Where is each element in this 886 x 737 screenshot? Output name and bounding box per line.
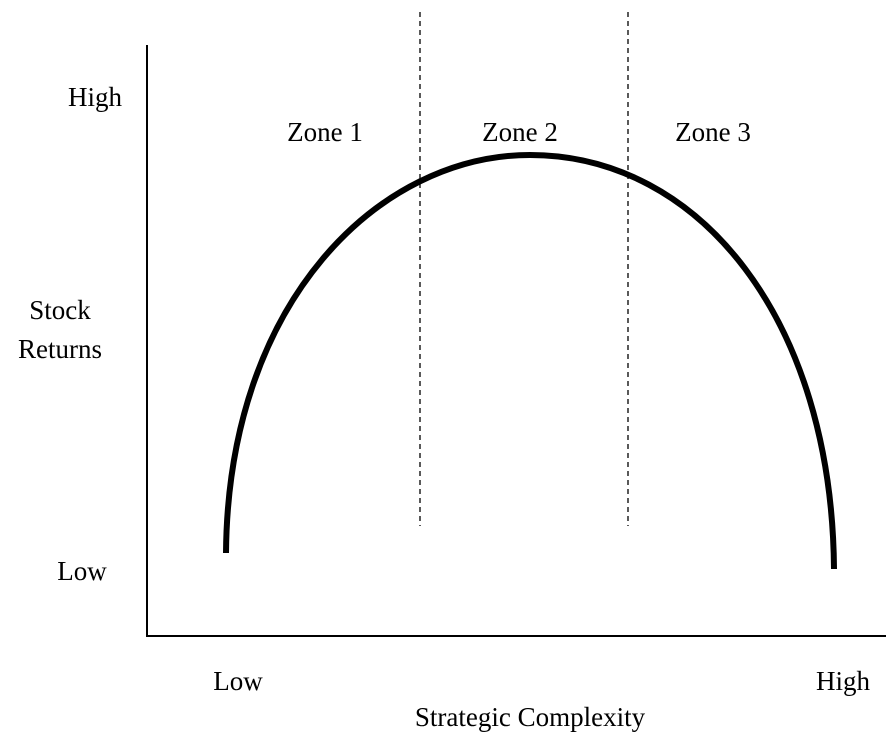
y-low-label: Low bbox=[57, 556, 107, 586]
x-high-label: High bbox=[816, 666, 871, 696]
x-low-label: Low bbox=[213, 666, 263, 696]
x-axis-label: Strategic Complexity bbox=[415, 702, 646, 732]
zone-label: Zone 1 bbox=[287, 117, 363, 147]
y-high-label: High bbox=[68, 82, 123, 112]
y-axis-label: Stock bbox=[29, 295, 91, 325]
zone-label: Zone 2 bbox=[482, 117, 558, 147]
y-axis-label: Returns bbox=[18, 334, 102, 364]
curve bbox=[223, 151, 837, 570]
zone-label: Zone 3 bbox=[675, 117, 751, 147]
